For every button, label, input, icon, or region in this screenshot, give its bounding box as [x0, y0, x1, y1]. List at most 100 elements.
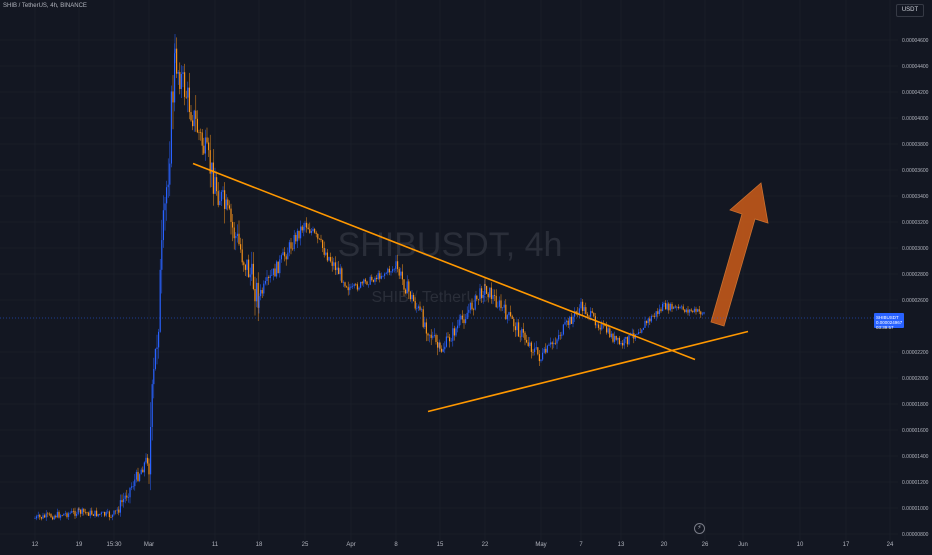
grid	[0, 0, 898, 540]
candle-body	[198, 132, 200, 133]
price-tag-countdown: 03:39:57	[876, 325, 894, 330]
candle-body	[94, 510, 96, 516]
candle-body	[644, 321, 646, 328]
candle-body	[444, 346, 446, 350]
x-tick-label: Apr	[346, 542, 355, 548]
candle-body	[142, 469, 144, 473]
candle-body	[147, 457, 149, 464]
candle-body	[161, 240, 163, 270]
candle-body	[182, 72, 184, 75]
candle-body	[320, 238, 322, 241]
candle-body	[127, 497, 129, 498]
y-tick-label: 0.00000800	[902, 532, 929, 538]
candle-body	[398, 269, 400, 276]
candle-body	[453, 328, 455, 336]
lightning-icon[interactable]: ⚡	[694, 523, 705, 534]
candle-body	[50, 514, 52, 518]
descending-trendline	[192, 162, 696, 361]
candle-body	[124, 495, 126, 499]
candle-body	[534, 348, 536, 352]
candle-body	[677, 306, 679, 309]
candle-body	[548, 344, 550, 346]
candle-body	[556, 339, 558, 344]
candle-body	[572, 316, 574, 324]
candle-body	[301, 226, 303, 231]
candle-body	[336, 267, 338, 271]
candle-body	[681, 306, 683, 308]
candle-body	[586, 313, 588, 316]
candle-body	[505, 304, 507, 320]
candle-body	[272, 268, 274, 275]
candle-body	[519, 336, 521, 338]
candle-body	[361, 282, 363, 284]
candle-body	[387, 268, 389, 273]
candle-body	[60, 515, 62, 518]
x-tick-label: 11	[212, 542, 219, 548]
candle-body	[174, 53, 176, 103]
candle-body	[617, 337, 619, 340]
candle-body	[214, 177, 216, 186]
candle-body	[126, 495, 128, 498]
candle-body	[671, 303, 673, 309]
candle-body	[566, 320, 568, 323]
price-axis[interactable]: 0.00000800 0.00001000 0.00001200 0.00001400…	[902, 38, 929, 538]
candle-body	[432, 335, 434, 338]
candle-body	[257, 282, 259, 308]
candle-body	[172, 91, 174, 103]
candle-body	[652, 316, 654, 317]
candle-body	[567, 320, 569, 326]
candle-body	[687, 309, 689, 313]
candle-body	[164, 203, 166, 211]
candle-body	[484, 284, 486, 286]
candle-body	[323, 248, 325, 255]
candle-body	[522, 329, 524, 333]
candle-body	[654, 316, 656, 317]
candle-body	[330, 257, 332, 262]
y-tick-label: 0.00001800	[902, 402, 929, 408]
candle-body	[39, 514, 41, 518]
candle-body	[271, 274, 273, 276]
candle-body	[417, 306, 419, 309]
candle-body	[292, 248, 294, 250]
candle-body	[276, 261, 278, 277]
candle-body	[503, 304, 505, 308]
candle-body	[497, 306, 499, 308]
candle-body	[300, 226, 302, 239]
candle-body	[222, 190, 224, 192]
candle-body	[641, 329, 643, 333]
candle-body	[328, 257, 330, 261]
drawings[interactable]	[192, 162, 769, 413]
candle-body	[200, 132, 202, 134]
y-tick-label: 0.00004600	[902, 38, 929, 44]
candle-body	[538, 354, 540, 362]
y-tick-label: 0.00001200	[902, 480, 929, 486]
candle-body	[591, 311, 593, 313]
candle-body	[204, 137, 206, 154]
candle-body	[44, 515, 46, 518]
time-axis[interactable]: 12 19 15:30 Mar 11 18 25 Apr 8 15 22 May 7 13 20 26 Jun 1…	[32, 542, 894, 548]
candle-body	[77, 508, 79, 515]
candle-body	[184, 72, 186, 97]
y-tick-label: 0.00003600	[902, 168, 929, 174]
candle-body	[83, 508, 85, 513]
currency-badge[interactable]: USDT	[896, 4, 924, 17]
candle-body	[601, 323, 603, 330]
candle-body	[703, 312, 705, 314]
candle-body	[593, 312, 595, 317]
candle-body	[99, 513, 101, 515]
candle-body	[269, 275, 271, 279]
candle-body	[466, 312, 468, 320]
candle-body	[570, 316, 572, 324]
candle-body	[582, 301, 584, 311]
y-tick-label: 0.00002600	[902, 298, 929, 304]
candle-body	[411, 294, 413, 300]
candle-body	[140, 469, 142, 475]
symbol-header[interactable]: SHIB / TetherUS, 4h, BINANCE	[3, 3, 87, 9]
candle-body	[647, 318, 649, 324]
candle-body	[516, 322, 518, 331]
candle-body	[69, 512, 71, 514]
candle-body	[92, 514, 94, 516]
candle-body	[618, 337, 620, 345]
candle-body	[502, 307, 504, 309]
